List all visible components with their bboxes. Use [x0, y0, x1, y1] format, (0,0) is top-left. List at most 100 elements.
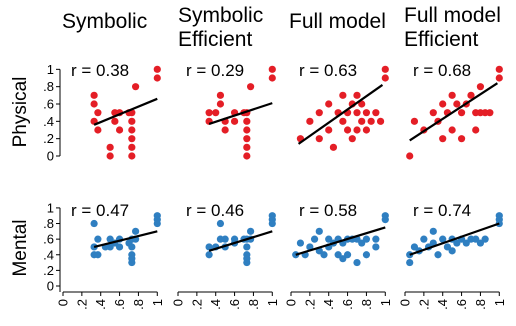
x-tick-label-mental-symbolic-3: .6 — [112, 299, 127, 310]
point-mental-symbolic-efficient-14 — [243, 258, 251, 267]
point-physical-full-model-17 — [358, 100, 366, 108]
point-mental-full-model-5 — [315, 227, 323, 235]
point-mental-symbolic-efficient-1 — [205, 243, 213, 251]
point-physical-symbolic-14 — [128, 126, 136, 134]
point-physical-symbolic-efficient-3 — [216, 91, 225, 99]
point-mental-full-model-26 — [381, 216, 389, 224]
x-tick-label-mental-symbolic-efficient-3: .6 — [227, 299, 242, 310]
y-tick-label-physical-symbolic-0: 0 — [47, 149, 54, 164]
point-physical-full-model-9 — [339, 117, 347, 125]
point-mental-full-model-efficient-9 — [439, 235, 447, 243]
row-label-physical: Physical — [10, 77, 31, 148]
r-annotation-mental-symbolic-efficient: r = 0.46 — [186, 201, 244, 220]
panel-physical-full-model-efficient: r = 0.68 — [406, 61, 503, 160]
point-physical-symbolic-efficient-6 — [221, 126, 229, 134]
point-mental-full-model-19 — [353, 258, 361, 267]
point-physical-full-model-11 — [343, 126, 352, 134]
point-mental-full-model-efficient-12 — [448, 247, 456, 255]
point-physical-symbolic-efficient-18 — [268, 74, 276, 82]
point-physical-symbolic-efficient-16 — [247, 83, 255, 91]
point-physical-full-model-efficient-5 — [439, 100, 447, 108]
x-tick-label-mental-symbolic-4: .8 — [131, 299, 146, 310]
point-physical-full-model-efficient-11 — [457, 109, 466, 117]
point-physical-full-model-15 — [353, 109, 361, 117]
point-physical-full-model-23 — [376, 117, 385, 125]
point-physical-full-model-24 — [381, 65, 389, 73]
panel-physical-symbolic-efficient: r = 0.29 — [186, 61, 276, 160]
point-physical-full-model-3 — [315, 135, 323, 143]
point-physical-full-model-16 — [353, 126, 361, 134]
point-mental-full-model-4 — [310, 235, 319, 243]
point-physical-symbolic-1 — [90, 100, 98, 108]
y-tick-label-physical-symbolic-3: .6 — [43, 97, 54, 112]
point-mental-full-model-24 — [372, 243, 380, 251]
x-tick-label-mental-symbolic-1: .2 — [74, 299, 89, 310]
point-mental-full-model-1 — [296, 239, 305, 247]
point-physical-symbolic-8 — [111, 117, 119, 125]
point-physical-symbolic-16 — [128, 143, 136, 151]
column-title-full-model-efficient: Full model — [404, 4, 501, 27]
x-tick-label-mental-symbolic-2: .4 — [93, 299, 108, 310]
scatter-panels: 0.2.4.6.81 r = 0.38 r = 0.29 r = 0.63 r = 0.… — [43, 61, 507, 310]
r-annotation-mental-full-model-efficient: r = 0.74 — [413, 201, 471, 220]
panel-physical-full-model: r = 0.63 — [296, 61, 389, 151]
fit-line-mental-symbolic — [93, 230, 158, 249]
x-tick-label-mental-full-model-efficient-5: 1 — [492, 299, 507, 306]
fit-line-mental-full-model-efficient — [409, 222, 500, 256]
point-physical-full-model-efficient-14 — [467, 91, 475, 99]
point-physical-full-model-14 — [353, 91, 361, 99]
y-tick-label-physical-symbolic-4: .8 — [43, 79, 54, 94]
point-physical-full-model-2 — [315, 109, 323, 117]
point-physical-symbolic-15 — [128, 135, 136, 143]
x-tick-label-mental-full-model-5: 1 — [378, 299, 393, 306]
point-physical-full-model-efficient-17 — [476, 83, 485, 91]
point-mental-symbolic-0 — [90, 219, 98, 228]
point-physical-symbolic-18 — [132, 83, 140, 91]
point-physical-full-model-21 — [367, 117, 375, 125]
point-physical-full-model-13 — [348, 135, 356, 143]
point-physical-symbolic-efficient-8 — [230, 117, 239, 125]
panel-mental-full-model-efficient: 0.2 .4 .6 .8 1 r = 0.74 — [398, 201, 507, 310]
fit-line-physical-full-model — [297, 84, 384, 145]
point-mental-symbolic-efficient-19 — [268, 219, 276, 228]
point-mental-full-model-efficient-4 — [420, 235, 428, 243]
r-annotation-mental-symbolic: r = 0.47 — [71, 201, 129, 220]
r-annotation-physical-full-model: r = 0.63 — [299, 61, 357, 80]
point-physical-full-model-19 — [362, 109, 371, 117]
point-mental-symbolic-17 — [132, 227, 140, 235]
r-annotation-mental-full-model: r = 0.58 — [299, 201, 357, 220]
point-physical-symbolic-efficient-14 — [243, 143, 251, 151]
y-tick-label-mental-symbolic-2: .4 — [43, 247, 54, 262]
column-title-full-model: Full model — [289, 10, 386, 33]
point-mental-symbolic-16 — [128, 258, 136, 267]
fit-line-physical-symbolic-efficient — [208, 102, 273, 125]
fit-line-mental-full-model — [295, 226, 386, 256]
point-physical-symbolic-5 — [106, 143, 114, 151]
y-tick-label-physical-symbolic-1: .2 — [43, 131, 54, 146]
x-tick-label-mental-full-model-4: .8 — [359, 299, 374, 310]
point-physical-symbolic-19 — [153, 65, 161, 73]
point-physical-full-model-20 — [362, 126, 371, 134]
point-physical-full-model-efficient-16 — [472, 126, 480, 134]
point-physical-full-model-25 — [381, 74, 389, 82]
point-physical-full-model-efficient-22 — [495, 74, 503, 82]
point-physical-symbolic-3 — [94, 109, 102, 117]
fit-line-physical-full-model-efficient — [409, 82, 499, 142]
point-physical-symbolic-efficient-11 — [243, 117, 251, 125]
point-physical-symbolic-13 — [128, 117, 136, 125]
x-tick-label-mental-symbolic-efficient-2: .4 — [208, 299, 223, 310]
point-physical-full-model-efficient-21 — [495, 65, 503, 73]
point-physical-symbolic-efficient-13 — [243, 135, 251, 143]
point-physical-full-model-efficient-20 — [486, 109, 494, 117]
panel-mental-full-model: 0.2 .4 .6 .8 1 r = 0.58 — [284, 201, 393, 310]
point-mental-full-model-21 — [362, 235, 371, 243]
point-mental-symbolic-13 — [128, 243, 136, 251]
point-physical-full-model-efficient-0 — [406, 152, 414, 160]
fit-line-mental-symbolic-efficient — [208, 230, 273, 252]
point-physical-symbolic-6 — [106, 152, 114, 160]
panel-physical-symbolic: 0 .2 .4 .6 .8 1 r = 0.38 — [43, 61, 161, 164]
x-tick-label-mental-full-model-efficient-0: 0 — [398, 299, 413, 306]
point-mental-full-model-efficient-8 — [434, 251, 442, 259]
point-mental-full-model-7 — [320, 251, 328, 259]
point-physical-symbolic-4 — [94, 126, 102, 134]
